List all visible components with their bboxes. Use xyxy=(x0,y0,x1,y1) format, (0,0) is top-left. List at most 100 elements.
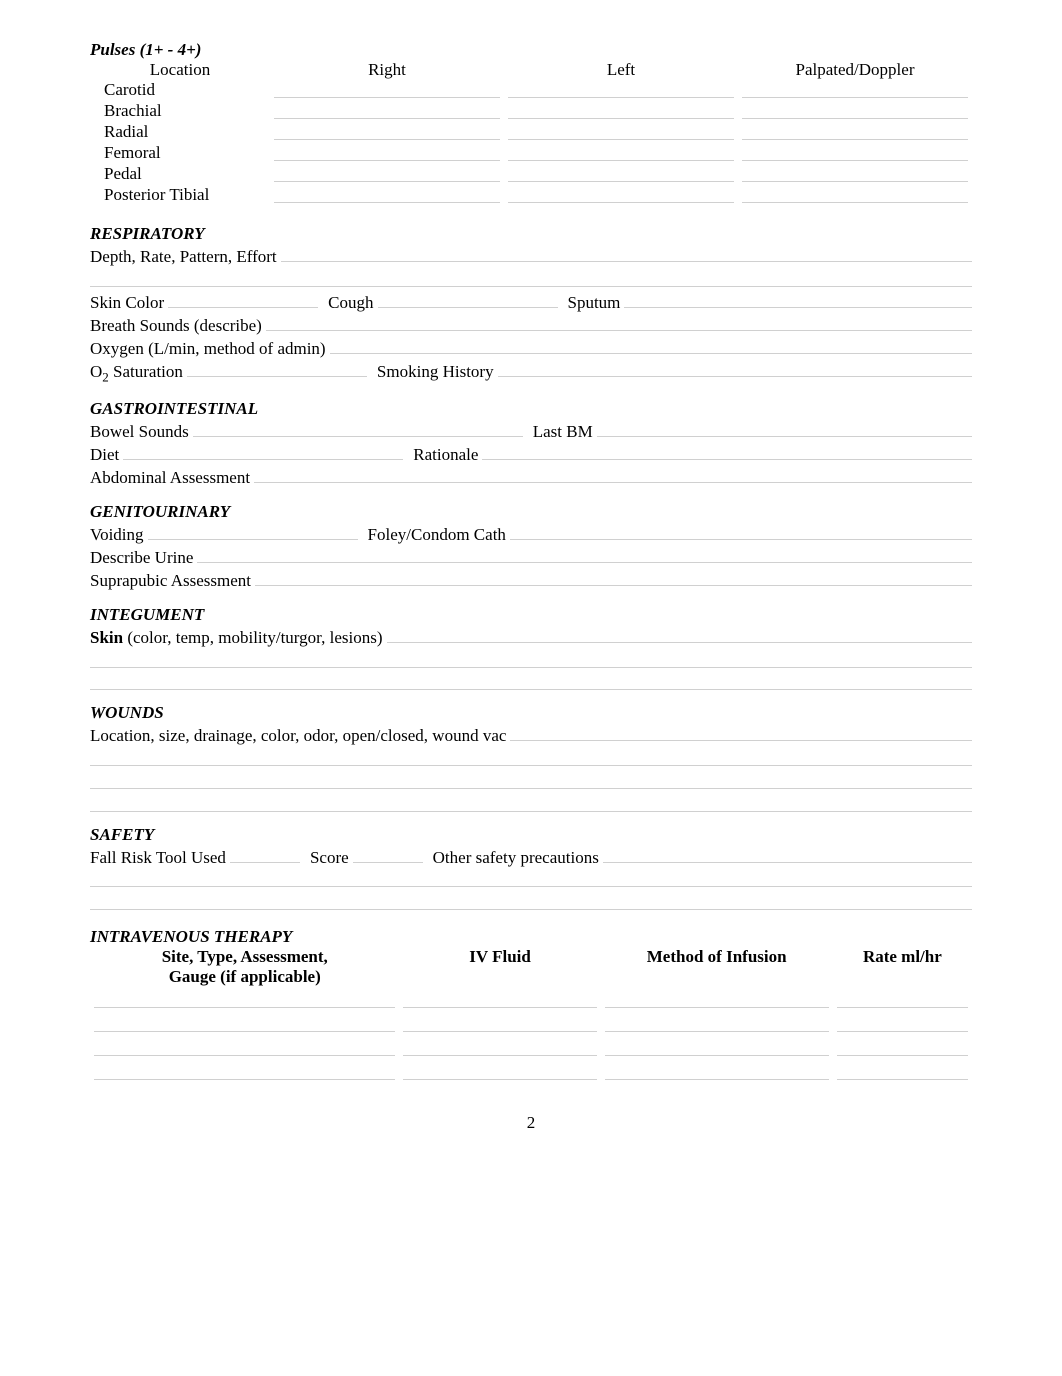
integ-line[interactable] xyxy=(90,648,972,668)
iv-cell[interactable] xyxy=(94,1014,395,1032)
fall-risk-field[interactable] xyxy=(230,845,300,863)
pulse-cell[interactable] xyxy=(274,80,500,98)
wounds-line[interactable] xyxy=(90,746,972,766)
iv-col-fluid: IV Fluid xyxy=(399,947,600,987)
rationale-label: Rationale xyxy=(413,445,478,465)
iv-cell[interactable] xyxy=(403,1038,596,1056)
pulse-cell[interactable] xyxy=(742,80,968,98)
iv-cell[interactable] xyxy=(605,1062,829,1080)
o2sat-field[interactable] xyxy=(187,359,367,377)
pulse-cell[interactable] xyxy=(274,185,500,203)
wounds-line[interactable] xyxy=(90,792,972,812)
pulse-cell[interactable] xyxy=(508,101,734,119)
resp-depth-field[interactable] xyxy=(281,244,972,262)
gi-heading: GASTROINTESTINAL xyxy=(90,399,972,419)
last-bm-field[interactable] xyxy=(597,419,972,437)
pulse-cell[interactable] xyxy=(508,80,734,98)
suprapubic-field[interactable] xyxy=(255,568,972,586)
bowel-sounds-field[interactable] xyxy=(193,419,523,437)
other-precautions-label: Other safety precautions xyxy=(433,848,599,868)
pulse-cell[interactable] xyxy=(742,143,968,161)
pulse-row-label: Pedal xyxy=(90,164,270,185)
pulse-cell[interactable] xyxy=(742,185,968,203)
breath-sounds-label: Breath Sounds (describe) xyxy=(90,316,262,336)
diet-label: Diet xyxy=(90,445,119,465)
wounds-field[interactable] xyxy=(510,723,972,741)
breath-sounds-field[interactable] xyxy=(266,313,972,331)
describe-urine-field[interactable] xyxy=(197,545,972,563)
respiratory-heading: RESPIRATORY xyxy=(90,224,972,244)
pulse-row-label: Brachial xyxy=(90,101,270,122)
iv-col-method: Method of Infusion xyxy=(601,947,833,987)
cough-field[interactable] xyxy=(378,290,558,308)
abdominal-label: Abdominal Assessment xyxy=(90,468,250,488)
iv-cell[interactable] xyxy=(837,1062,968,1080)
pulse-row-label: Carotid xyxy=(90,80,270,101)
skin-field[interactable] xyxy=(387,625,972,643)
safety-line[interactable] xyxy=(90,868,972,888)
iv-cell[interactable] xyxy=(94,1062,395,1080)
iv-col-site: Site, Type, Assessment, Gauge (if applic… xyxy=(90,947,399,987)
resp-line[interactable] xyxy=(90,267,972,287)
gu-heading: GENITOURINARY xyxy=(90,502,972,522)
pulses-table: Location Right Left Palpated/Doppler Car… xyxy=(90,60,972,206)
pulse-cell[interactable] xyxy=(508,185,734,203)
score-field[interactable] xyxy=(353,845,423,863)
iv-cell[interactable] xyxy=(94,990,395,1008)
pulses-heading: Pulses (1+ - 4+) xyxy=(90,40,972,60)
page-number: 2 xyxy=(90,1113,972,1133)
voiding-label: Voiding xyxy=(90,525,144,545)
wounds-line[interactable] xyxy=(90,769,972,789)
smoking-label: Smoking History xyxy=(377,362,494,382)
safety-line[interactable] xyxy=(90,890,972,910)
iv-cell[interactable] xyxy=(837,1014,968,1032)
suprapubic-label: Suprapubic Assessment xyxy=(90,571,251,591)
iv-cell[interactable] xyxy=(403,1014,596,1032)
pulses-col-left: Left xyxy=(504,60,738,80)
smoking-field[interactable] xyxy=(498,359,972,377)
voiding-field[interactable] xyxy=(148,522,358,540)
abdominal-field[interactable] xyxy=(254,465,972,483)
skin-color-field[interactable] xyxy=(168,290,318,308)
sputum-field[interactable] xyxy=(624,290,972,308)
pulse-cell[interactable] xyxy=(508,122,734,140)
pulses-col-location: Location xyxy=(90,60,270,80)
pulse-cell[interactable] xyxy=(742,122,968,140)
iv-cell[interactable] xyxy=(605,1014,829,1032)
pulse-cell[interactable] xyxy=(274,164,500,182)
pulse-cell[interactable] xyxy=(274,122,500,140)
skin-color-label: Skin Color xyxy=(90,293,164,313)
resp-depth-label: Depth, Rate, Pattern, Effort xyxy=(90,247,277,267)
iv-cell[interactable] xyxy=(94,1038,395,1056)
integ-line[interactable] xyxy=(90,671,972,691)
rationale-field[interactable] xyxy=(482,442,972,460)
score-label: Score xyxy=(310,848,349,868)
pulse-cell[interactable] xyxy=(274,143,500,161)
pulse-cell[interactable] xyxy=(274,101,500,119)
iv-cell[interactable] xyxy=(837,990,968,1008)
iv-cell[interactable] xyxy=(403,990,596,1008)
describe-urine-label: Describe Urine xyxy=(90,548,193,568)
oxygen-field[interactable] xyxy=(330,336,972,354)
iv-cell[interactable] xyxy=(837,1038,968,1056)
skin-label: Skin (color, temp, mobility/turgor, lesi… xyxy=(90,628,383,648)
pulse-cell[interactable] xyxy=(742,164,968,182)
foley-field[interactable] xyxy=(510,522,972,540)
pulse-cell[interactable] xyxy=(742,101,968,119)
iv-cell[interactable] xyxy=(605,990,829,1008)
cough-label: Cough xyxy=(328,293,373,313)
iv-table: Site, Type, Assessment, Gauge (if applic… xyxy=(90,947,972,1083)
bowel-sounds-label: Bowel Sounds xyxy=(90,422,189,442)
pulses-col-palpated: Palpated/Doppler xyxy=(738,60,972,80)
iv-col-rate: Rate ml/hr xyxy=(833,947,972,987)
iv-cell[interactable] xyxy=(403,1062,596,1080)
last-bm-label: Last BM xyxy=(533,422,593,442)
foley-label: Foley/Condom Cath xyxy=(368,525,506,545)
diet-field[interactable] xyxy=(123,442,403,460)
wounds-label: Location, size, drainage, color, odor, o… xyxy=(90,726,506,746)
other-precautions-field[interactable] xyxy=(603,845,972,863)
pulse-cell[interactable] xyxy=(508,164,734,182)
sputum-label: Sputum xyxy=(568,293,621,313)
iv-cell[interactable] xyxy=(605,1038,829,1056)
pulse-cell[interactable] xyxy=(508,143,734,161)
